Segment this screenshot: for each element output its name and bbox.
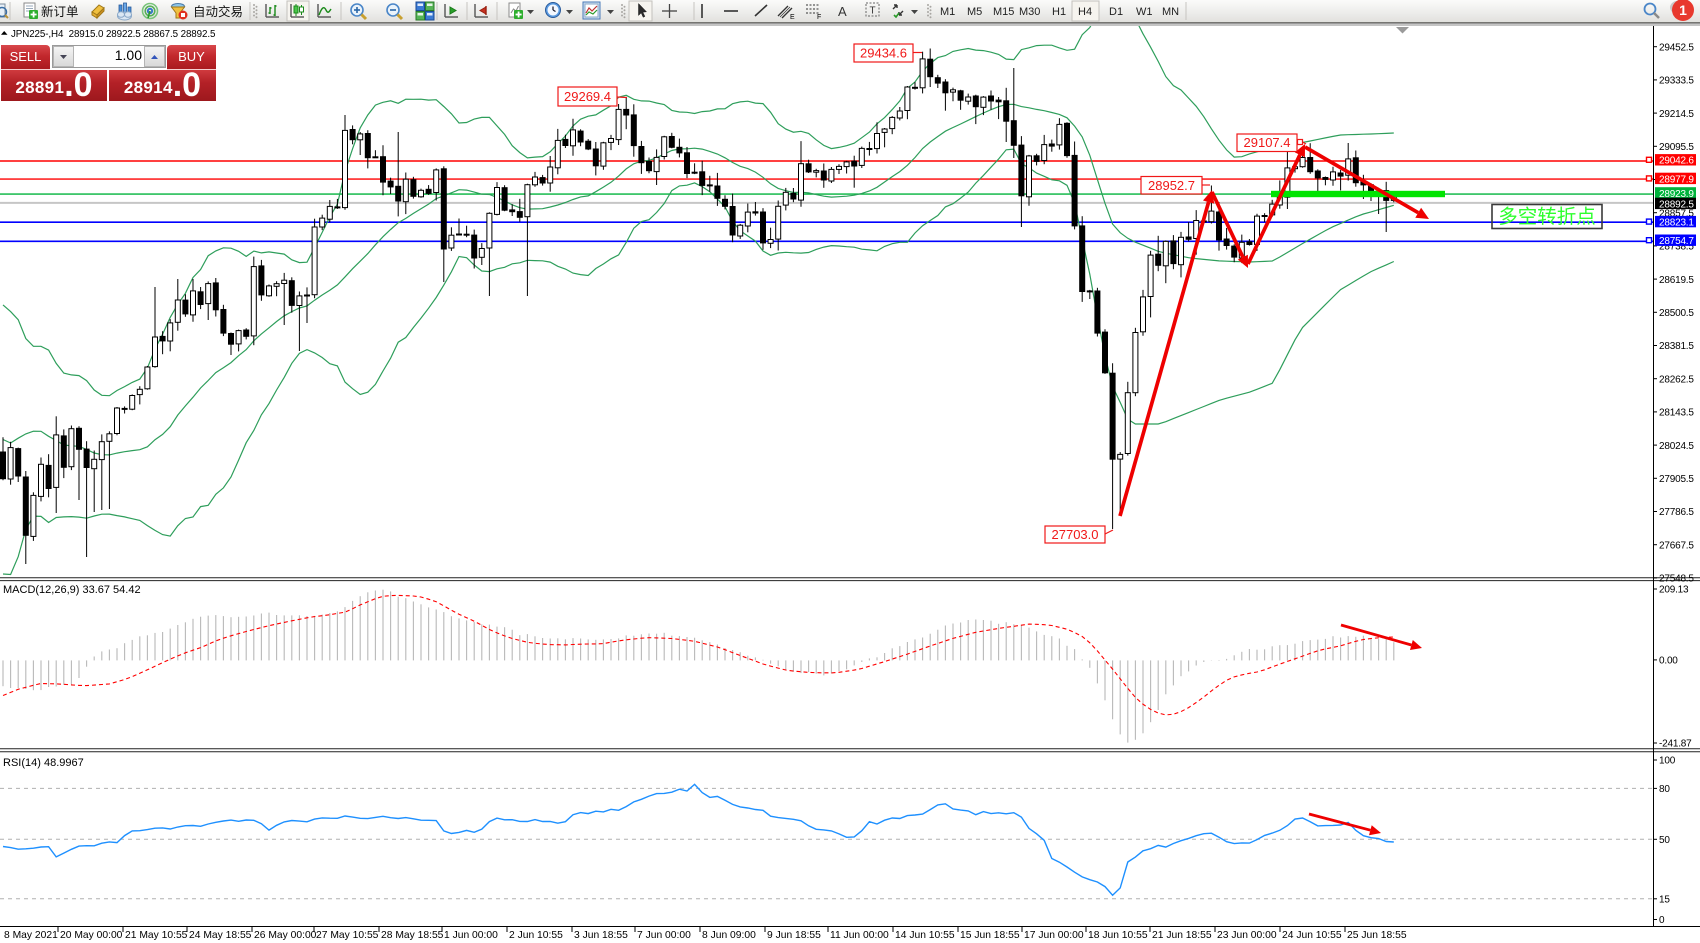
svg-text:26 May 00:00: 26 May 00:00 [254,930,317,941]
svg-text:29434.6: 29434.6 [860,46,907,61]
svg-text:M5: M5 [967,6,982,18]
svg-text:21 May 10:55: 21 May 10:55 [125,930,188,941]
svg-text:A: A [838,4,847,19]
svg-text:MACD(12,26,9) 33.67 54.42: MACD(12,26,9) 33.67 54.42 [3,584,141,596]
svg-text:1: 1 [1679,2,1687,18]
svg-text:RSI(14) 48.9967: RSI(14) 48.9967 [3,757,84,769]
svg-text:28923.9: 28923.9 [1659,189,1694,200]
svg-text:T: T [870,6,876,17]
svg-text:2 Jun 10:55: 2 Jun 10:55 [509,930,563,941]
svg-text:H1: H1 [1052,6,1066,18]
svg-text:21 Jun 18:55: 21 Jun 18:55 [1152,930,1212,941]
svg-text:29452.5: 29452.5 [1659,42,1694,53]
svg-text:29333.5: 29333.5 [1659,76,1694,87]
svg-text:29042.6: 29042.6 [1659,156,1694,167]
svg-text:28500.5: 28500.5 [1659,308,1694,319]
svg-text:80: 80 [1659,784,1670,795]
svg-text:29214.5: 29214.5 [1659,109,1694,120]
svg-text:H4: H4 [1078,6,1092,18]
svg-text:7 Jun 00:00: 7 Jun 00:00 [637,930,691,941]
svg-text:-241.87: -241.87 [1659,739,1692,750]
svg-text:28381.5: 28381.5 [1659,341,1694,352]
svg-text:28857.5: 28857.5 [1659,208,1694,219]
svg-text:29107.4: 29107.4 [1244,135,1291,150]
svg-text:多空转折点: 多空转折点 [1498,206,1596,228]
svg-text:29095.5: 29095.5 [1659,142,1694,153]
svg-text:28738.5: 28738.5 [1659,242,1694,253]
svg-text:28262.5: 28262.5 [1659,374,1694,385]
svg-text:15 Jun 18:55: 15 Jun 18:55 [960,930,1020,941]
svg-text:1 Jun 00:00: 1 Jun 00:00 [444,930,498,941]
svg-text:23 Jun 00:00: 23 Jun 00:00 [1217,930,1277,941]
svg-text:8 May 2021: 8 May 2021 [4,930,58,941]
svg-text:28754.7: 28754.7 [1659,236,1694,247]
svg-text:3 Jun 18:55: 3 Jun 18:55 [574,930,628,941]
svg-text:28952.7: 28952.7 [1148,178,1195,193]
svg-text:M1: M1 [940,6,955,18]
svg-text:0: 0 [1659,915,1665,926]
svg-text:28823.1: 28823.1 [1659,218,1694,229]
svg-text:24 May 18:55: 24 May 18:55 [189,930,252,941]
svg-text:20 May 00:00: 20 May 00:00 [60,930,123,941]
svg-text:27905.5: 27905.5 [1659,474,1694,485]
svg-text:14 Jun 10:55: 14 Jun 10:55 [895,930,955,941]
svg-text:F: F [817,14,821,21]
svg-text:100: 100 [1659,756,1676,767]
svg-text:28143.5: 28143.5 [1659,408,1694,419]
svg-text:27 May 10:55: 27 May 10:55 [316,930,379,941]
svg-text:W1: W1 [1136,6,1153,18]
svg-text:18 Jun 10:55: 18 Jun 10:55 [1088,930,1148,941]
svg-text:27667.5: 27667.5 [1659,540,1694,551]
svg-text:11 Jun 00:00: 11 Jun 00:00 [830,930,889,941]
svg-text:27548.5: 27548.5 [1659,574,1694,585]
svg-text:28619.5: 28619.5 [1659,275,1694,286]
svg-text:28977.9: 28977.9 [1659,174,1694,185]
svg-text:M30: M30 [1019,6,1040,18]
svg-text:209.13: 209.13 [1659,585,1689,596]
svg-text:D1: D1 [1109,6,1123,18]
svg-text:28 May 18:55: 28 May 18:55 [381,930,444,941]
svg-text:29269.4: 29269.4 [564,89,611,104]
svg-text:17 Jun 00:00: 17 Jun 00:00 [1024,930,1084,941]
svg-text:M15: M15 [993,6,1014,18]
svg-text:28892.5: 28892.5 [1659,199,1694,210]
svg-text:MN: MN [1162,6,1179,18]
svg-text:0.00: 0.00 [1659,656,1678,667]
svg-text:25 Jun 18:55: 25 Jun 18:55 [1347,930,1407,941]
svg-text:24 Jun 10:55: 24 Jun 10:55 [1282,930,1342,941]
svg-text:27703.0: 27703.0 [1052,527,1099,542]
svg-text:自动交易: 自动交易 [193,4,243,19]
svg-text:15: 15 [1659,895,1670,906]
svg-text:50: 50 [1659,835,1670,846]
svg-text:8 Jun 09:00: 8 Jun 09:00 [702,930,756,941]
svg-text:新订单: 新订单 [41,4,79,19]
svg-text:9 Jun 18:55: 9 Jun 18:55 [767,930,821,941]
svg-text:28024.5: 28024.5 [1659,441,1694,452]
svg-text:E: E [790,14,795,21]
svg-text:JPN225-,H4 28915.0 28922.5 28: JPN225-,H4 28915.0 28922.5 28867.5 28892… [11,29,216,40]
svg-text:27786.5: 27786.5 [1659,507,1694,518]
